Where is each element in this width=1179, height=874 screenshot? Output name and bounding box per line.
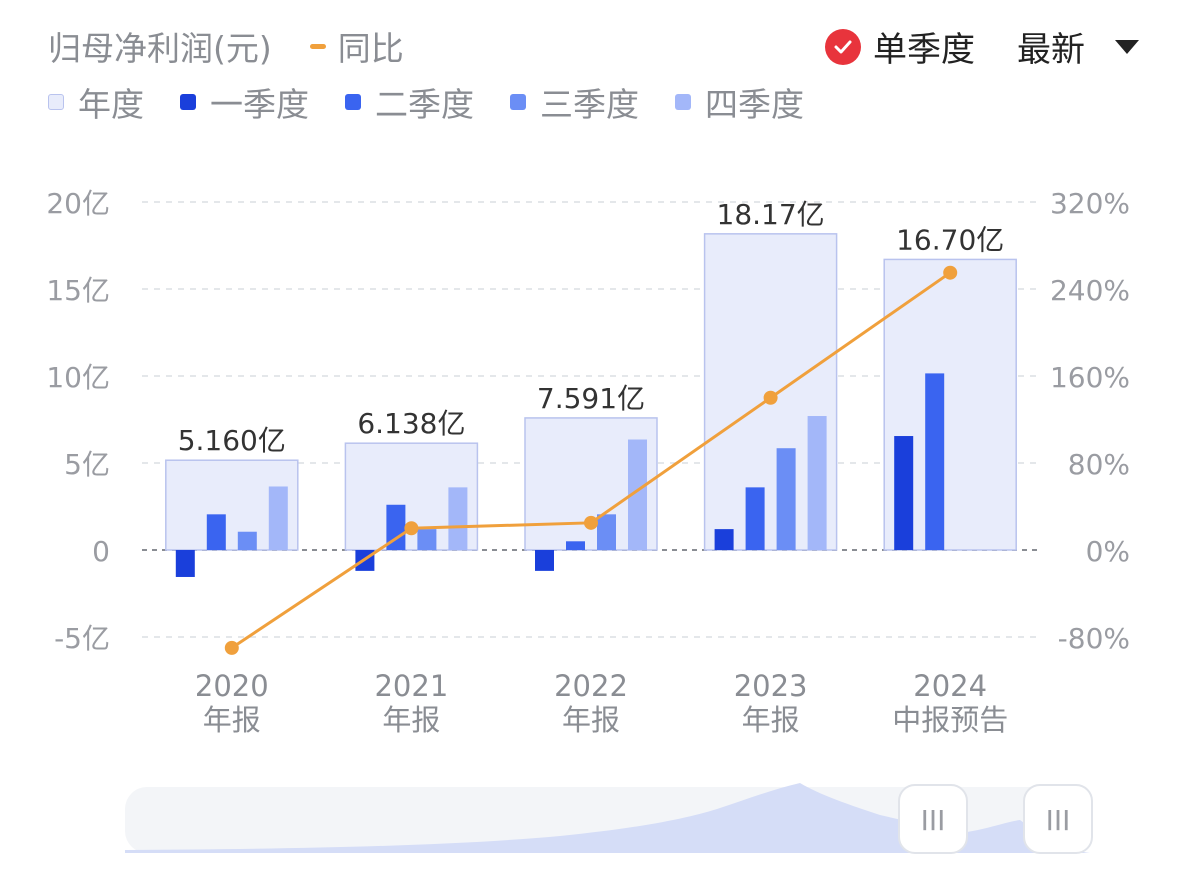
legend-swatch [510, 94, 526, 110]
quarter-bar-q3 [776, 448, 796, 550]
quarter-bar-q2 [386, 504, 406, 550]
quarter-bar-q4 [268, 486, 288, 550]
y-left-tick-label: 15亿 [46, 274, 110, 307]
y-right-tick-label: 320% [1050, 187, 1130, 220]
y-left-tick-label: -5亿 [54, 622, 110, 655]
legend-yoy-label: 同比 [337, 29, 404, 68]
legend-swatch [345, 94, 361, 110]
yoy-line-swatch [309, 43, 326, 49]
legend-item-3[interactable]: 三季度 [510, 78, 639, 126]
quarter-bar-q3 [417, 529, 437, 550]
slider-handle[interactable] [1023, 784, 1093, 854]
quarter-bar-q1 [714, 529, 734, 550]
annual-data-label: 6.138亿 [357, 407, 465, 440]
quarter-bar-q2 [745, 487, 765, 550]
annual-data-label: 18.17亿 [717, 198, 825, 231]
single-quarter-label[interactable]: 单季度 [873, 30, 975, 70]
x-tick-sublabel: 年报 [742, 703, 800, 737]
quarter-bar-q3 [237, 531, 257, 550]
slider-grip-icon: III [1046, 804, 1071, 837]
y-right-tick-label: -80% [1058, 622, 1130, 655]
period-select[interactable]: 最新 [1017, 30, 1085, 70]
x-tick-label: 2022 [554, 669, 628, 703]
chevron-down-icon[interactable] [1115, 39, 1139, 54]
quarter-bar-q4 [448, 487, 468, 550]
x-tick-sublabel: 年报 [203, 703, 261, 737]
legend-item-2[interactable]: 二季度 [345, 78, 474, 126]
legend-label: 年度 [78, 85, 144, 124]
x-tick-label: 2024 [913, 669, 987, 703]
y-left-tick-label: 5亿 [64, 448, 110, 481]
quarter-bar-q1 [894, 436, 914, 550]
legend-yoy[interactable]: 同比 [309, 22, 404, 70]
quarter-bar-q2 [566, 541, 585, 550]
annual-data-label: 16.70亿 [896, 223, 1004, 256]
yoy-point [584, 515, 598, 530]
y-right-tick-label: 80% [1068, 448, 1130, 481]
slider-minimap-area [125, 783, 1090, 853]
y-left-tick-label: 10亿 [46, 361, 110, 394]
annual-data-label: 7.591亿 [537, 382, 645, 415]
series-legend: 年度 一季度 二季度 三季度 四季度 [48, 78, 840, 126]
check-icon [834, 40, 852, 53]
quarter-bar-q2 [206, 514, 226, 550]
single-quarter-checkbox[interactable] [825, 28, 861, 65]
quarter-bar-q3 [597, 514, 616, 550]
y-right-tick-label: 240% [1050, 274, 1130, 307]
legend-label: 四季度 [705, 85, 804, 124]
legend-label: 一季度 [210, 85, 309, 124]
legend-item-0[interactable]: 年度 [48, 78, 144, 126]
y-left-tick-label: 0 [92, 535, 110, 568]
x-tick-label: 2023 [734, 669, 808, 703]
y-left-tick-label: 20亿 [46, 187, 110, 220]
legend-label: 三季度 [540, 85, 639, 124]
x-tick-sublabel: 中报预告 [892, 703, 1008, 737]
quarter-bar-q4 [628, 439, 647, 550]
legend-label: 二季度 [375, 85, 474, 124]
yoy-point [943, 265, 958, 280]
annual-data-label: 5.160亿 [178, 424, 286, 457]
quarter-bar-q1 [535, 550, 554, 571]
quarter-bar-q2 [925, 373, 945, 550]
chart-title: 归母净利润(元) [48, 29, 272, 68]
range-slider[interactable]: III III [125, 783, 1093, 854]
chart-header: 归母净利润(元) 同比 [48, 22, 440, 70]
y-right-tick-label: 160% [1050, 361, 1130, 394]
yoy-point [224, 640, 239, 655]
slider-grip-icon: III [921, 804, 946, 837]
x-tick-label: 2020 [195, 669, 269, 703]
legend-swatch [180, 94, 196, 110]
quarter-bar-q4 [807, 416, 827, 550]
yoy-point [763, 390, 778, 405]
legend-swatch [48, 94, 64, 110]
legend-swatch [675, 94, 691, 110]
quarter-bar-q1 [175, 550, 195, 577]
legend-item-4[interactable]: 四季度 [675, 78, 804, 126]
x-tick-sublabel: 年报 [382, 703, 440, 737]
slider-handle[interactable] [898, 784, 968, 854]
legend-item-1[interactable]: 一季度 [180, 78, 309, 126]
yoy-point [404, 521, 419, 536]
x-tick-label: 2021 [374, 669, 448, 703]
chart-controls: 单季度 最新 [825, 22, 1139, 71]
y-right-tick-label: 0% [1086, 535, 1130, 568]
x-tick-sublabel: 年报 [562, 703, 620, 737]
